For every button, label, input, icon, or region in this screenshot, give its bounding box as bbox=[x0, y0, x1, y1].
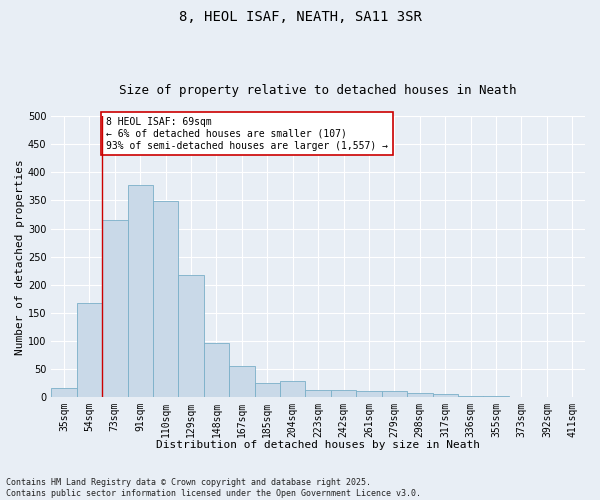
Bar bbox=[77, 302, 102, 397]
Bar bbox=[204, 342, 229, 397]
Bar bbox=[560, 396, 585, 397]
Bar bbox=[433, 394, 458, 397]
Bar bbox=[305, 390, 331, 397]
Bar bbox=[102, 220, 128, 397]
Text: Contains HM Land Registry data © Crown copyright and database right 2025.
Contai: Contains HM Land Registry data © Crown c… bbox=[6, 478, 421, 498]
Bar bbox=[484, 396, 509, 397]
Bar bbox=[356, 392, 382, 397]
Bar bbox=[331, 390, 356, 397]
Bar bbox=[509, 396, 534, 397]
Y-axis label: Number of detached properties: Number of detached properties bbox=[15, 159, 25, 354]
Bar bbox=[382, 392, 407, 397]
Bar bbox=[280, 382, 305, 397]
Bar bbox=[534, 396, 560, 397]
Bar bbox=[458, 396, 484, 397]
X-axis label: Distribution of detached houses by size in Neath: Distribution of detached houses by size … bbox=[156, 440, 480, 450]
Bar bbox=[128, 185, 153, 397]
Title: Size of property relative to detached houses in Neath: Size of property relative to detached ho… bbox=[119, 84, 517, 97]
Bar bbox=[407, 393, 433, 397]
Text: 8, HEOL ISAF, NEATH, SA11 3SR: 8, HEOL ISAF, NEATH, SA11 3SR bbox=[179, 10, 421, 24]
Bar bbox=[178, 274, 204, 397]
Bar bbox=[254, 383, 280, 397]
Bar bbox=[229, 366, 254, 397]
Text: 8 HEOL ISAF: 69sqm
← 6% of detached houses are smaller (107)
93% of semi-detache: 8 HEOL ISAF: 69sqm ← 6% of detached hous… bbox=[106, 118, 388, 150]
Bar bbox=[153, 201, 178, 397]
Bar bbox=[51, 388, 77, 397]
